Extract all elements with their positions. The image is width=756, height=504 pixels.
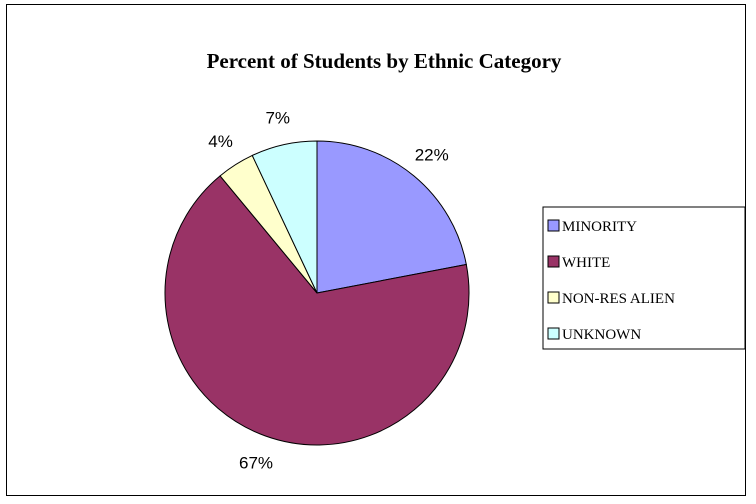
data-label-unknown: 7% xyxy=(265,108,290,127)
pie-slice-minority xyxy=(316,140,467,294)
data-label-white: 67% xyxy=(239,453,273,472)
chart-title: Percent of Students by Ethnic Category xyxy=(207,49,562,73)
pie-slice-white xyxy=(164,175,470,446)
chart-frame: Percent of Students by Ethnic Category 2… xyxy=(6,4,746,496)
legend-box xyxy=(542,206,746,350)
data-label-non-res-alien: 4% xyxy=(208,132,233,151)
data-label-minority: 22% xyxy=(415,145,449,164)
pie-chart: Percent of Students by Ethnic Category 2… xyxy=(164,49,746,472)
legend: MINORITY WHITE NON-RES ALIEN UNKNOWN xyxy=(542,206,746,350)
pie-slices xyxy=(164,140,470,446)
legend-swatch-non-res-alien xyxy=(547,291,560,304)
legend-swatch-minority xyxy=(547,219,560,232)
legend-label-minority: MINORITY xyxy=(562,219,637,235)
legend-swatch-unknown xyxy=(547,327,560,340)
legend-label-unknown: UNKNOWN xyxy=(562,327,641,343)
legend-swatch-white xyxy=(547,255,560,268)
legend-label-white: WHITE xyxy=(562,255,610,271)
legend-label-non-res-alien: NON-RES ALIEN xyxy=(562,291,675,307)
pie-slice-unknown xyxy=(251,140,318,294)
pie-data-labels: 22% 67% 4% 7% xyxy=(208,108,448,472)
